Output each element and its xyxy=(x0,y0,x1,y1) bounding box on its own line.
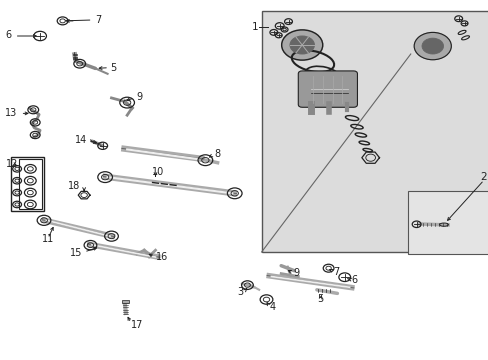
Text: 6: 6 xyxy=(350,275,357,285)
Bar xyxy=(19,159,42,209)
Text: 9: 9 xyxy=(136,92,142,102)
Circle shape xyxy=(421,38,443,54)
Circle shape xyxy=(281,30,322,60)
Circle shape xyxy=(413,32,450,60)
Text: 10: 10 xyxy=(151,167,163,177)
Text: 7: 7 xyxy=(333,267,339,277)
Bar xyxy=(11,157,44,211)
Text: 11: 11 xyxy=(41,234,54,244)
Text: 17: 17 xyxy=(131,320,143,330)
Text: 7: 7 xyxy=(65,15,102,25)
Text: 3: 3 xyxy=(237,287,243,297)
Text: 6: 6 xyxy=(6,30,12,40)
Bar xyxy=(122,300,129,303)
Text: 12: 12 xyxy=(6,159,18,169)
Text: 2: 2 xyxy=(479,172,486,182)
Bar xyxy=(407,191,488,254)
Text: 5: 5 xyxy=(316,294,323,304)
Text: 5: 5 xyxy=(110,63,116,73)
FancyBboxPatch shape xyxy=(298,71,357,107)
Text: 16: 16 xyxy=(155,252,167,262)
Text: 8: 8 xyxy=(214,149,220,159)
Text: 15: 15 xyxy=(70,248,82,258)
Text: 13: 13 xyxy=(5,108,17,118)
Text: 14: 14 xyxy=(75,135,87,145)
Polygon shape xyxy=(261,11,488,252)
Text: 1: 1 xyxy=(251,22,258,32)
Text: 18: 18 xyxy=(68,181,81,192)
Text: 9: 9 xyxy=(293,268,299,278)
Text: 4: 4 xyxy=(269,302,276,312)
Circle shape xyxy=(289,36,314,54)
